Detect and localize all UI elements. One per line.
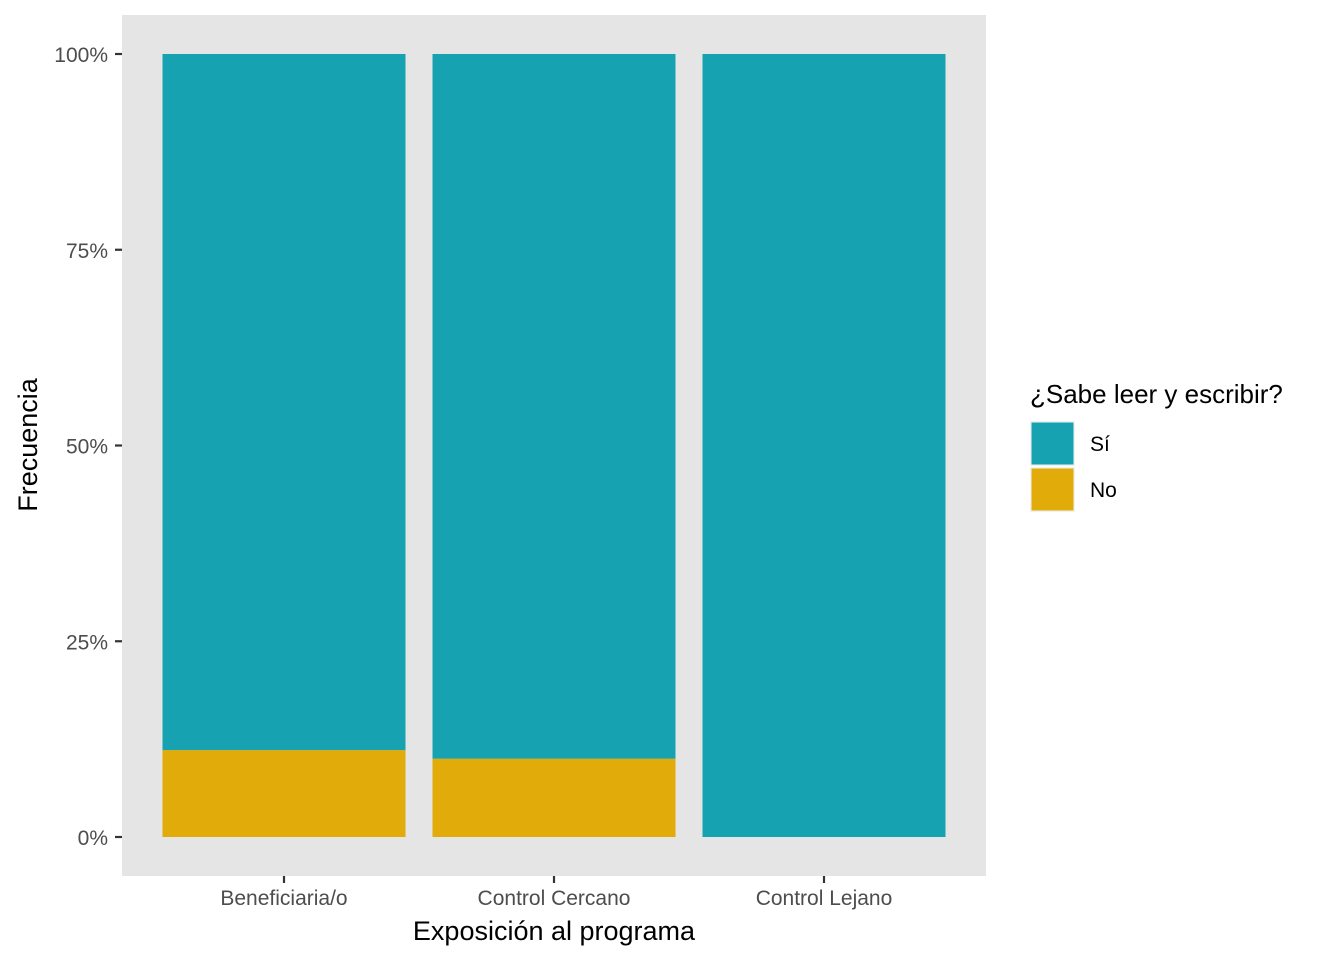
x-tick-label: Control Lejano [756, 887, 893, 910]
legend-label-si: Sí [1090, 433, 1110, 456]
x-tick-label: Control Cercano [478, 887, 631, 910]
legend-title: ¿Sabe leer y escribir? [1030, 379, 1283, 409]
bar-no-0 [162, 750, 406, 837]
bar-no-1 [432, 758, 676, 837]
x-axis-title: Exposición al programa [413, 916, 696, 946]
y-tick-label: 100% [54, 44, 108, 67]
bar-si-2 [702, 54, 946, 837]
legend-swatch-si [1031, 422, 1074, 465]
y-axis: 0% 25% 50% 75% 100% [54, 44, 122, 850]
y-axis-title: Frecuencia [13, 377, 43, 512]
bars [162, 54, 946, 837]
legend: ¿Sabe leer y escribir? Sí No [1030, 379, 1283, 512]
legend-label-no: No [1090, 479, 1117, 502]
y-tick-label: 0% [78, 827, 108, 850]
x-tick-label: Beneficiaria/o [220, 887, 347, 910]
legend-swatch-no [1031, 468, 1074, 511]
y-tick-label: 25% [66, 631, 108, 654]
bar-si-1 [432, 54, 676, 759]
y-tick-label: 75% [66, 240, 108, 263]
bar-si-0 [162, 54, 406, 751]
y-tick-label: 50% [66, 436, 108, 459]
x-axis: Beneficiaria/o Control Cercano Control Lej… [220, 876, 892, 910]
